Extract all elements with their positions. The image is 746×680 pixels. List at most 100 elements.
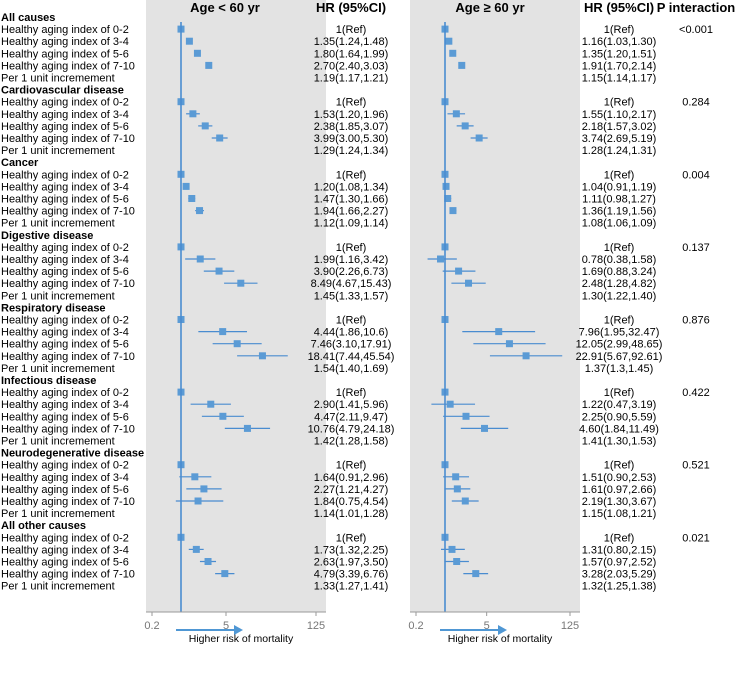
hr-ci-value: 12.05(2.99,48.65)	[576, 339, 663, 351]
hr-marker	[182, 182, 190, 190]
p-interaction-header: P interaction	[657, 0, 736, 15]
hr-marker	[219, 328, 227, 336]
group-title: Respiratory disease	[1, 302, 106, 314]
group-title: All causes	[1, 12, 55, 24]
row-label: Healthy aging index of 7-10	[1, 206, 135, 218]
hr-ci-value: 1.04(0.91,1.19)	[582, 181, 657, 193]
hr-marker	[193, 49, 201, 57]
hr-marker	[233, 340, 241, 348]
hr-marker	[455, 267, 463, 275]
x-tick-label: 0.2	[408, 620, 423, 632]
hr-marker	[219, 412, 227, 420]
panel-right-header: Age ≥ 60 yr	[455, 0, 524, 15]
hr-ci-value: 1.15(1.14,1.17)	[582, 73, 657, 85]
row-label: Per 1 unit incremement	[1, 436, 115, 448]
row-label: Healthy aging index of 0-2	[1, 24, 129, 36]
hr-ci-value: 2.48(1.28,4.82)	[582, 278, 657, 290]
hr-ci-value: 1.54(1.40,1.69)	[314, 363, 389, 375]
row-label: Healthy aging index of 3-4	[1, 36, 129, 48]
row-label: Healthy aging index of 3-4	[1, 254, 129, 266]
row-label: Healthy aging index of 7-10	[1, 133, 135, 145]
hr-ci-value: 1.19(1.17,1.21)	[314, 73, 389, 85]
x-tick-label: 0.2	[144, 620, 159, 632]
row-label: Healthy aging index of 0-2	[1, 387, 129, 399]
hr-ci-value: 3.90(2.26,6.73)	[314, 266, 389, 278]
hr-ci-value: 3.74(2.69,5.19)	[582, 133, 657, 145]
hr-ci-value: 1.29(1.24,1.34)	[314, 145, 389, 157]
row-label: Per 1 unit incremement	[1, 363, 115, 375]
row-label: Per 1 unit incremement	[1, 581, 115, 593]
hr-marker	[215, 267, 223, 275]
x-tick-label: 5	[484, 620, 490, 632]
row-label: Healthy aging index of 7-10	[1, 278, 135, 290]
hr-ci-value: 1(Ref)	[336, 24, 367, 36]
hr-marker	[442, 182, 450, 190]
hr-marker	[192, 545, 200, 553]
hr-ci-value: 1.45(1.33,1.57)	[314, 290, 389, 302]
hr-ci-value: 1(Ref)	[336, 532, 367, 544]
hr-col-header-left: HR (95%CI)	[316, 0, 386, 15]
hr-ci-value: 1.55(1.10,2.17)	[582, 109, 657, 121]
hr-marker	[448, 545, 456, 553]
hr-marker	[185, 37, 193, 45]
hr-ci-value: 1(Ref)	[336, 169, 367, 181]
hr-ci-value: 1.36(1.19,1.56)	[582, 206, 657, 218]
hr-marker	[221, 570, 229, 578]
hr-marker	[495, 328, 503, 336]
hr-ci-value: 1.28(1.24,1.31)	[582, 145, 657, 157]
hr-ci-value: 2.90(1.41,5.96)	[314, 399, 389, 411]
hr-ci-value: 1.69(0.88,3.24)	[582, 266, 657, 278]
p-interaction-value: 0.521	[682, 460, 710, 472]
hr-marker	[188, 195, 196, 202]
x-tick-label: 125	[307, 620, 325, 632]
hr-ci-value: 1.80(1.64,1.99)	[314, 48, 389, 60]
row-label: Healthy aging index of 0-2	[1, 460, 129, 472]
panel-right-background	[410, 0, 580, 612]
hr-ci-value: 1.61(0.97,2.66)	[582, 484, 657, 496]
hr-marker	[204, 558, 212, 565]
hr-marker	[189, 110, 197, 118]
p-interaction-value: 0.021	[682, 532, 710, 544]
hr-ci-value: 1.47(1.30,1.66)	[314, 194, 389, 206]
row-label: Healthy aging index of 7-10	[1, 496, 135, 508]
hr-ci-value: 1.20(1.08,1.34)	[314, 181, 389, 193]
row-label: Per 1 unit incremement	[1, 290, 115, 302]
hr-ci-value: 1(Ref)	[336, 460, 367, 472]
hr-marker	[452, 473, 460, 481]
hr-ci-value: 1(Ref)	[604, 97, 635, 109]
row-label: Per 1 unit incremement	[1, 218, 115, 230]
hr-col-header-right: HR (95%CI)	[584, 0, 654, 15]
hr-ci-value: 3.28(2.03,5.29)	[582, 569, 657, 581]
hr-ci-value: 1.42(1.28,1.58)	[314, 436, 389, 448]
hr-marker	[258, 352, 266, 360]
hr-marker	[522, 352, 530, 360]
row-label: Healthy aging index of 5-6	[1, 121, 129, 133]
group-title: Cancer	[1, 157, 39, 169]
hr-ci-value: 1.53(1.20,1.96)	[314, 109, 389, 121]
axis-layer: 0.2 5 125 Higher risk of mortality 0.2 5 125 Hi…	[144, 22, 580, 645]
hr-marker	[205, 61, 213, 69]
hr-ci-value: 2.27(1.21,4.27)	[314, 484, 389, 496]
hr-marker	[207, 400, 215, 408]
group-title: Infectious disease	[1, 375, 96, 387]
row-label: Healthy aging index of 3-4	[1, 109, 129, 121]
panel-left-background	[146, 0, 326, 612]
hr-marker	[481, 424, 489, 432]
row-label: Healthy aging index of 5-6	[1, 484, 129, 496]
hr-marker	[201, 122, 209, 130]
row-label: Healthy aging index of 5-6	[1, 194, 129, 206]
hr-ci-value: 1.14(1.01,1.28)	[314, 508, 389, 520]
row-label: Healthy aging index of 0-2	[1, 242, 129, 254]
hr-ci-value: 2.70(2.40,3.03)	[314, 60, 389, 72]
hr-ci-value: 1.94(1.66,2.27)	[314, 206, 389, 218]
hr-marker	[475, 134, 483, 142]
hr-ci-value: 1(Ref)	[336, 97, 367, 109]
row-label: Healthy aging index of 7-10	[1, 423, 135, 435]
hr-ci-value: 1.08(1.06,1.09)	[582, 218, 657, 230]
row-label: Healthy aging index of 7-10	[1, 60, 135, 72]
row-label: Healthy aging index of 3-4	[1, 472, 129, 484]
row-label: Healthy aging index of 7-10	[1, 351, 135, 363]
hr-marker	[216, 134, 224, 142]
row-label: Per 1 unit incremement	[1, 73, 115, 85]
hr-marker	[196, 207, 204, 215]
